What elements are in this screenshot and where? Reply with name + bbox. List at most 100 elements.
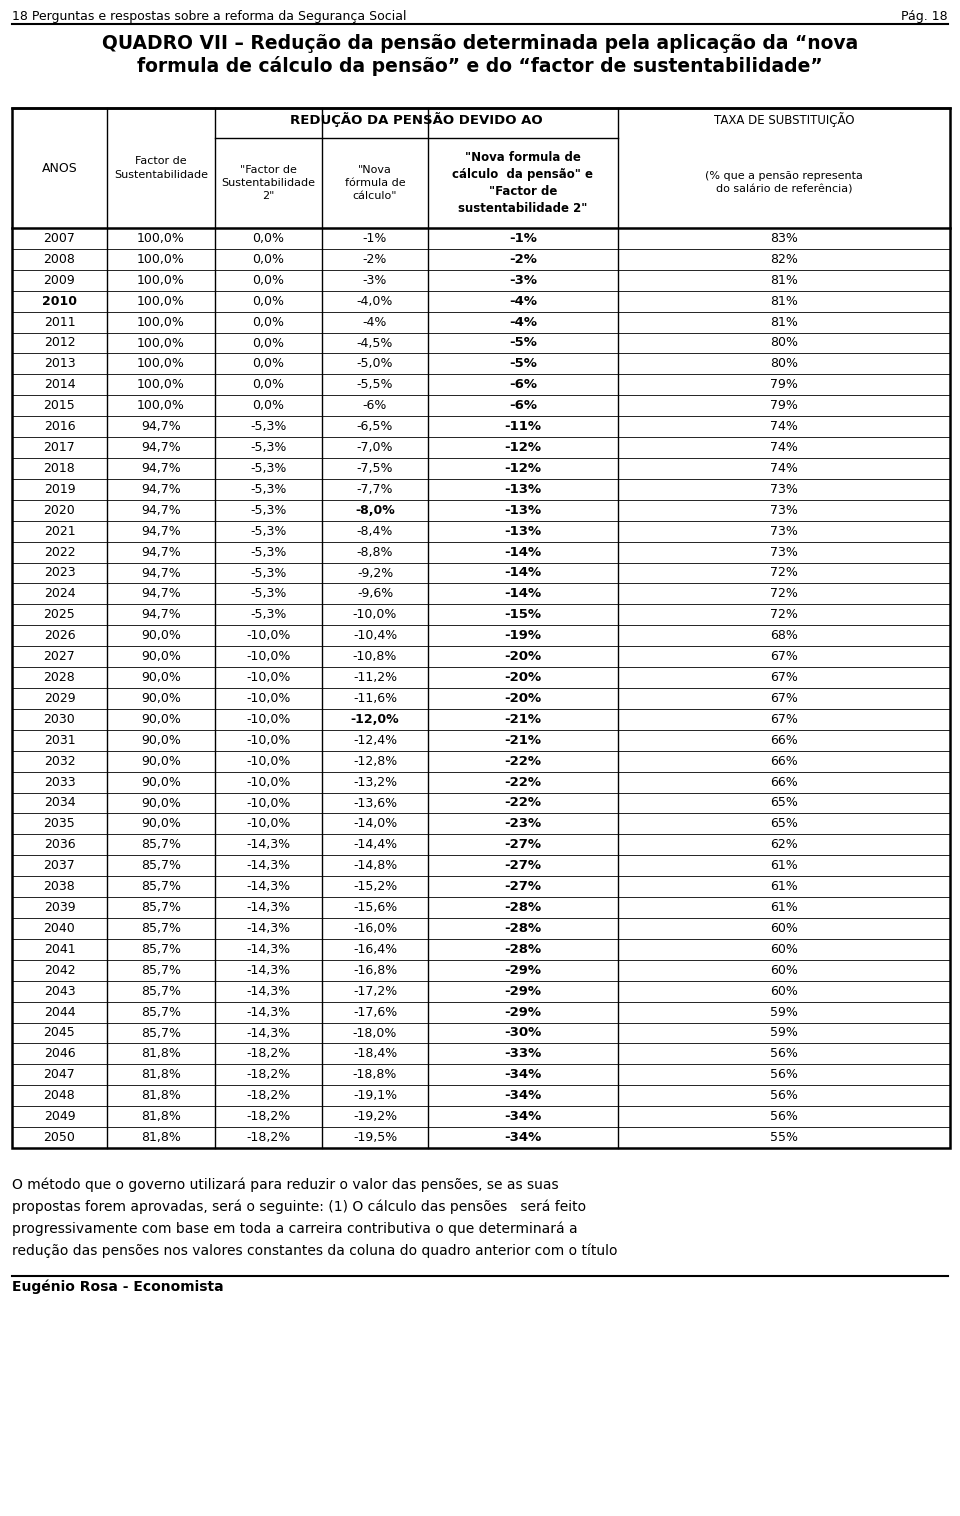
Text: -17,2%: -17,2% — [353, 985, 397, 998]
Text: 60%: 60% — [770, 922, 798, 935]
Text: ANOS: ANOS — [41, 162, 78, 174]
Text: Pág. 18: Pág. 18 — [901, 11, 948, 23]
Text: 59%: 59% — [770, 1005, 798, 1019]
Text: 2022: 2022 — [44, 546, 75, 558]
Text: -5,3%: -5,3% — [251, 546, 287, 558]
Text: 67%: 67% — [770, 650, 798, 662]
Text: Eugénio Rosa - Economista: Eugénio Rosa - Economista — [12, 1280, 224, 1295]
Text: 81%: 81% — [770, 274, 798, 287]
Text: -18,0%: -18,0% — [353, 1026, 397, 1040]
Text: 90,0%: 90,0% — [141, 776, 180, 788]
Text: -14,3%: -14,3% — [247, 881, 291, 893]
Text: -9,6%: -9,6% — [357, 587, 394, 600]
Text: -18,4%: -18,4% — [353, 1048, 397, 1060]
Text: -9,2%: -9,2% — [357, 567, 394, 579]
Text: 81%: 81% — [770, 294, 798, 308]
Text: -14,3%: -14,3% — [247, 838, 291, 852]
Text: 56%: 56% — [770, 1048, 798, 1060]
Text: 2019: 2019 — [44, 484, 75, 496]
Text: 2044: 2044 — [44, 1005, 75, 1019]
Text: 2026: 2026 — [44, 629, 75, 643]
Text: 2021: 2021 — [44, 525, 75, 538]
Text: 85,7%: 85,7% — [141, 901, 181, 914]
Text: -15,2%: -15,2% — [353, 881, 397, 893]
Text: 81,8%: 81,8% — [141, 1088, 180, 1102]
Text: "Factor de
Sustentabilidade
2": "Factor de Sustentabilidade 2" — [222, 165, 316, 202]
Text: -18,8%: -18,8% — [353, 1069, 397, 1081]
Text: -7,5%: -7,5% — [357, 462, 394, 475]
Text: 2017: 2017 — [43, 441, 76, 455]
Text: 85,7%: 85,7% — [141, 943, 181, 957]
Text: -19,2%: -19,2% — [353, 1110, 397, 1123]
Text: -18,2%: -18,2% — [247, 1110, 291, 1123]
Text: 67%: 67% — [770, 713, 798, 726]
Text: -5%: -5% — [509, 337, 537, 350]
Text: 2047: 2047 — [43, 1069, 76, 1081]
Text: -33%: -33% — [504, 1048, 541, 1060]
Text: -18,2%: -18,2% — [247, 1048, 291, 1060]
Text: 2036: 2036 — [44, 838, 75, 852]
Text: 94,7%: 94,7% — [141, 420, 180, 434]
Text: 61%: 61% — [770, 901, 798, 914]
Text: 55%: 55% — [770, 1131, 798, 1145]
Text: 81,8%: 81,8% — [141, 1131, 180, 1145]
Text: -27%: -27% — [505, 838, 541, 852]
Text: 2050: 2050 — [43, 1131, 76, 1145]
Text: -12%: -12% — [505, 462, 541, 475]
Text: 66%: 66% — [770, 776, 798, 788]
Text: 90,0%: 90,0% — [141, 817, 180, 831]
Text: 0,0%: 0,0% — [252, 253, 284, 265]
Text: redução das pensões nos valores constantes da coluna do quadro anterior com o tí: redução das pensões nos valores constant… — [12, 1245, 617, 1258]
Bar — [12, 108, 950, 1148]
Text: 90,0%: 90,0% — [141, 629, 180, 643]
Text: -5,5%: -5,5% — [357, 379, 394, 391]
Text: 0,0%: 0,0% — [252, 358, 284, 370]
Text: 2015: 2015 — [43, 399, 76, 412]
Text: (% que a pensão representa
do salário de referência): (% que a pensão representa do salário de… — [705, 171, 863, 194]
Text: 2018: 2018 — [43, 462, 76, 475]
Text: 2034: 2034 — [44, 796, 75, 810]
Text: progressivamente com base em toda a carreira contributiva o que determinará a: progressivamente com base em toda a carr… — [12, 1222, 578, 1237]
Text: -2%: -2% — [509, 253, 537, 265]
Text: -14,3%: -14,3% — [247, 943, 291, 957]
Text: -16,0%: -16,0% — [353, 922, 397, 935]
Text: 90,0%: 90,0% — [141, 713, 180, 726]
Text: 90,0%: 90,0% — [141, 796, 180, 810]
Text: 82%: 82% — [770, 253, 798, 265]
Text: 2032: 2032 — [44, 755, 75, 767]
Text: 94,7%: 94,7% — [141, 608, 180, 622]
Text: 2043: 2043 — [44, 985, 75, 998]
Text: -6%: -6% — [509, 379, 537, 391]
Text: -27%: -27% — [505, 860, 541, 872]
Text: -29%: -29% — [505, 985, 541, 998]
Text: 81,8%: 81,8% — [141, 1110, 180, 1123]
Text: 85,7%: 85,7% — [141, 985, 181, 998]
Text: 100,0%: 100,0% — [137, 337, 185, 350]
Text: 73%: 73% — [770, 546, 798, 558]
Text: -16,8%: -16,8% — [353, 964, 397, 976]
Text: -27%: -27% — [505, 881, 541, 893]
Text: 2049: 2049 — [44, 1110, 75, 1123]
Text: 94,7%: 94,7% — [141, 567, 180, 579]
Text: -14,3%: -14,3% — [247, 1005, 291, 1019]
Text: 100,0%: 100,0% — [137, 274, 185, 287]
Text: -8,4%: -8,4% — [357, 525, 394, 538]
Text: 61%: 61% — [770, 881, 798, 893]
Text: -20%: -20% — [504, 672, 541, 684]
Text: -5,3%: -5,3% — [251, 567, 287, 579]
Text: -21%: -21% — [505, 713, 541, 726]
Text: 94,7%: 94,7% — [141, 587, 180, 600]
Text: 56%: 56% — [770, 1069, 798, 1081]
Text: -10,0%: -10,0% — [247, 672, 291, 684]
Text: -11,2%: -11,2% — [353, 672, 397, 684]
Text: 0,0%: 0,0% — [252, 315, 284, 329]
Text: 2040: 2040 — [43, 922, 76, 935]
Text: -7,7%: -7,7% — [357, 484, 394, 496]
Text: 94,7%: 94,7% — [141, 462, 180, 475]
Text: 94,7%: 94,7% — [141, 484, 180, 496]
Text: -14,3%: -14,3% — [247, 922, 291, 935]
Text: 100,0%: 100,0% — [137, 399, 185, 412]
Text: 2039: 2039 — [44, 901, 75, 914]
Text: 2012: 2012 — [44, 337, 75, 350]
Text: 94,7%: 94,7% — [141, 546, 180, 558]
